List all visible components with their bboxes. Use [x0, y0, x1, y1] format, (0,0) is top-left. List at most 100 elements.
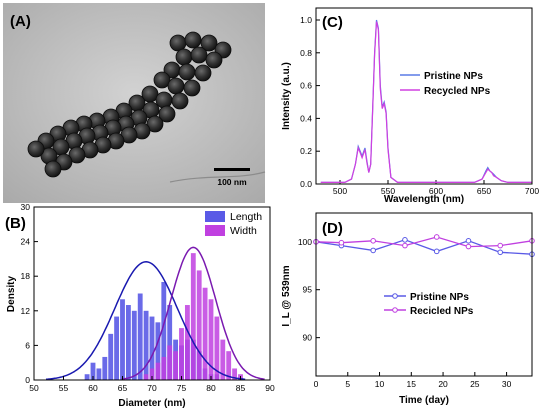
- y-tick-label: 0.0: [300, 179, 312, 189]
- stability-series-line: [315, 239, 533, 255]
- x-tick-label: 500: [333, 186, 347, 196]
- histogram-bar: [167, 345, 173, 380]
- y-tick-label: 95: [303, 285, 313, 295]
- nanoparticle: [167, 77, 185, 95]
- histogram-bar: [161, 281, 167, 380]
- spectrum-legend: Pristine NPs Recycled NPs: [400, 71, 491, 97]
- legend-marker-recicled-d: [392, 307, 398, 313]
- histogram-bars: [84, 253, 243, 380]
- stability-point: [402, 237, 408, 243]
- histogram-bar: [149, 368, 155, 380]
- histogram-bar: [131, 310, 137, 380]
- y-tick-label: 12: [21, 306, 31, 316]
- spectrum-series-line: [320, 21, 532, 183]
- histogram-bar: [161, 356, 167, 380]
- x-tick-label: 550: [381, 186, 395, 196]
- histogram-bar: [226, 351, 232, 380]
- histogram-bar: [202, 287, 208, 380]
- stability-point: [370, 238, 376, 244]
- histogram-bar: [232, 368, 238, 380]
- nanoparticle: [190, 46, 208, 64]
- nanoparticle-cluster: [27, 31, 232, 178]
- panel-a-label: (A): [10, 13, 31, 30]
- histogram-bar: [96, 368, 102, 380]
- stability-point: [338, 239, 345, 246]
- x-tick-label: 75: [177, 383, 187, 393]
- legend-label-width: Width: [230, 225, 257, 237]
- nanoparticle: [205, 51, 223, 69]
- histogram-bar: [155, 322, 161, 380]
- legend-label-pristine: Pristine NPs: [424, 71, 483, 82]
- spectrum-xlabel: Wavelength (nm): [384, 194, 464, 205]
- y-tick-label: 0.6: [300, 81, 312, 91]
- histogram-plot-frame: [33, 206, 271, 381]
- nanoparticle: [146, 115, 164, 133]
- x-tick-label: 700: [525, 186, 539, 196]
- stability-point: [497, 242, 504, 249]
- nanoparticle: [158, 105, 176, 123]
- spectrum-ylabel: Intensity (a.u.): [281, 62, 292, 130]
- x-tick-label: 50: [29, 383, 39, 393]
- histogram-bar: [143, 374, 149, 380]
- stability-lines: [313, 234, 535, 258]
- y-tick-label: 0.4: [300, 113, 312, 123]
- histogram-bar: [120, 299, 125, 380]
- spectrum-ticks: 500 550 600 650 700 0.0 0.2 0.4 0.6 0.8 1.0: [300, 15, 539, 196]
- y-tick-label: 1.0: [300, 15, 312, 25]
- legend-marker-pristine-d: [392, 293, 398, 299]
- x-tick-label: 65: [118, 383, 128, 393]
- stability-ylabel: I_L @ 539nm: [281, 265, 292, 326]
- x-tick-label: 55: [59, 383, 69, 393]
- y-tick-label: 100: [298, 237, 312, 247]
- nanoparticle: [175, 48, 193, 66]
- x-tick-label: 650: [477, 186, 491, 196]
- x-tick-label: 60: [88, 383, 98, 393]
- histogram-bar: [190, 253, 196, 380]
- panel-d-label: (D): [322, 220, 343, 237]
- stability-ticks: 0 5 10 15 20 25 30 90 95 100: [298, 237, 512, 389]
- histogram-bar: [84, 374, 90, 380]
- legend-label-recicled-d: Recicled NPs: [410, 306, 474, 317]
- histogram-legend: Length Width: [205, 211, 262, 237]
- scale-bar: [214, 168, 250, 171]
- nanoparticle: [153, 71, 171, 89]
- stability-point: [465, 243, 472, 250]
- histogram-bar: [214, 316, 220, 380]
- stability-point: [497, 249, 504, 256]
- legend-swatch-width: [205, 225, 225, 236]
- tem-panel: (A) 100 nm: [3, 3, 266, 203]
- stability-panel: (D) 0 5 10 15 20 25 30 90 95 100 I_L @ 539nm Time…: [281, 212, 535, 406]
- stability-point: [465, 238, 472, 244]
- y-tick-label: 6: [25, 340, 30, 350]
- stability-point: [370, 247, 376, 254]
- x-tick-label: 70: [147, 383, 157, 393]
- legend-label-recycled: Recycled NPs: [424, 86, 491, 97]
- nanoparticle: [200, 34, 218, 52]
- spectrum-series-line: [320, 19, 532, 183]
- stability-point: [433, 248, 440, 255]
- x-tick-label: 15: [407, 379, 417, 389]
- stability-point: [433, 234, 440, 240]
- nanoparticle: [68, 146, 86, 164]
- x-tick-label: 20: [438, 379, 448, 389]
- y-tick-label: 18: [21, 271, 31, 281]
- histogram-bar: [149, 316, 155, 380]
- x-tick-label: 0: [314, 379, 319, 389]
- histogram-fit-curves: [45, 246, 265, 381]
- histogram-bar: [167, 305, 173, 380]
- x-tick-label: 30: [502, 379, 512, 389]
- histogram-bar: [125, 305, 131, 380]
- histogram-bar: [102, 356, 108, 380]
- x-tick-label: 80: [206, 383, 216, 393]
- stability-point: [402, 242, 408, 249]
- histogram-bar: [173, 351, 179, 380]
- histogram-bar: [196, 270, 202, 380]
- tem-film-edge: [169, 171, 266, 183]
- nanoparticle: [169, 34, 187, 52]
- histogram-bar: [155, 362, 161, 380]
- histogram-bar: [108, 333, 114, 380]
- legend-label-pristine-d: Pristine NPs: [410, 292, 469, 303]
- nanoparticle: [44, 160, 62, 178]
- spectrum-lines: [320, 19, 532, 183]
